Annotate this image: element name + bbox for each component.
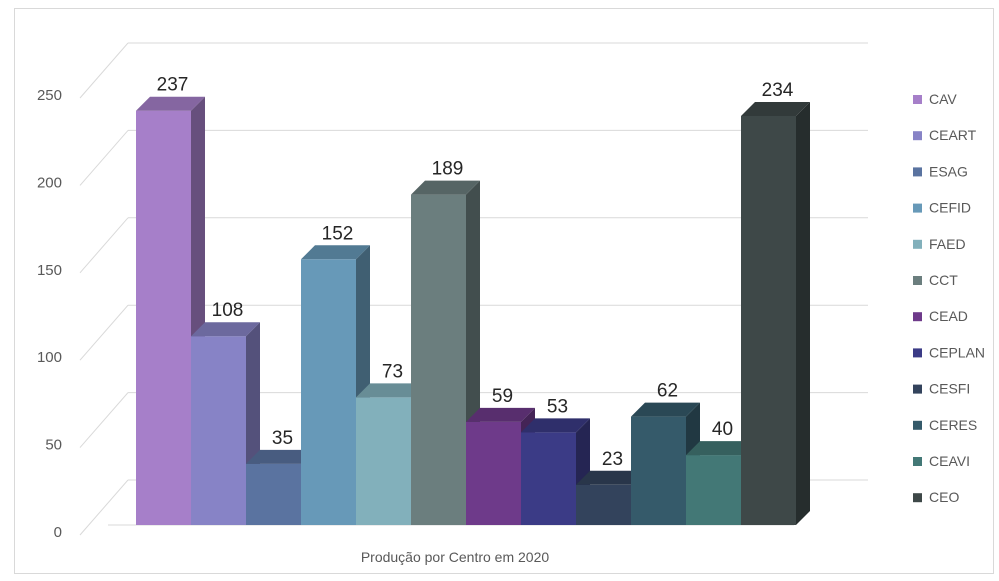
bar-ceo [741, 101, 810, 525]
data-label: 35 [272, 428, 293, 449]
legend-label: CAV [929, 91, 957, 107]
legend-label: ESAG [929, 163, 968, 179]
data-label: 62 [657, 381, 678, 402]
legend-swatch [913, 167, 922, 177]
bar-front [576, 484, 631, 525]
gridline-diagonal [79, 392, 129, 448]
legend-item-cav: CAV [913, 91, 957, 107]
y-axis: 0 50 100 150 200 250 [37, 87, 62, 541]
legend-label: CERES [929, 417, 977, 433]
bar-front [136, 110, 191, 525]
data-label: 73 [382, 361, 403, 382]
bar-front [686, 455, 741, 525]
bar-front [631, 416, 686, 525]
data-label: 237 [157, 75, 189, 96]
bar-top [521, 418, 590, 433]
legend-label: CEAD [929, 308, 968, 324]
y-tick-label: 250 [37, 87, 62, 104]
legend-item-ceo: CEO [913, 489, 959, 505]
legend-label: CCT [929, 272, 958, 288]
bar-front [466, 421, 521, 525]
bar-front [411, 194, 466, 526]
gridline-diagonal [79, 479, 129, 536]
x-axis-label: Produção por Centro em 2020 [361, 549, 550, 565]
bar-front [246, 463, 301, 525]
bar-top [686, 441, 755, 456]
chart-frame [14, 8, 994, 574]
y-tick-label: 0 [54, 524, 62, 541]
data-label: 59 [492, 386, 513, 407]
bar-side [796, 101, 810, 525]
bar-front [521, 432, 576, 525]
legend-item-ceavi: CEAVI [913, 453, 970, 469]
legend-item-ceres: CERES [913, 417, 977, 433]
bar-top [136, 96, 205, 111]
legend-swatch [913, 239, 922, 249]
legend-swatch [913, 493, 922, 503]
legend-item-esag: ESAG [913, 163, 968, 179]
data-label: 108 [212, 300, 244, 321]
y-tick-label: 150 [37, 262, 62, 279]
legend-item-cefid: CEFID [913, 200, 971, 216]
legend-label: FAED [929, 236, 966, 252]
bar-top [301, 245, 370, 260]
bar-front [191, 336, 246, 525]
legend-swatch [913, 131, 922, 141]
legend-swatch [913, 420, 922, 430]
legend-swatch [913, 348, 922, 358]
legend-label: CEAVI [929, 453, 970, 469]
legend-swatch [913, 312, 922, 322]
legend-item-cead: CEAD [913, 308, 968, 324]
data-label: 152 [322, 223, 354, 244]
legend-item-faed: FAED [913, 236, 966, 252]
data-label: 189 [432, 159, 464, 180]
legend-item-cesfi: CESFI [913, 381, 970, 397]
legend-swatch [913, 95, 922, 104]
bar-top [191, 322, 260, 337]
legend-swatch [913, 384, 922, 394]
gridline-diagonal [79, 130, 129, 186]
y-tick-label: 200 [37, 174, 62, 191]
legend-swatch [913, 457, 922, 466]
legend-item-ceplan: CEPLAN [913, 344, 985, 360]
legend-item-cct: CCT [913, 272, 958, 288]
bar-top [356, 383, 425, 398]
legend-label: CEPLAN [929, 344, 985, 360]
bar-top [411, 180, 480, 195]
legend-label: CEART [929, 127, 977, 143]
bar-top [466, 407, 535, 422]
legend-label: CEFID [929, 200, 971, 216]
data-label: 40 [712, 419, 733, 440]
data-label: 23 [602, 449, 623, 470]
bar-front [741, 115, 796, 525]
data-label: 234 [762, 80, 794, 101]
bar-front [301, 259, 356, 525]
data-label: 53 [547, 396, 568, 417]
bar-top [246, 449, 315, 464]
data-labels: 237 108 35 152 73 189 59 53 23 62 40 234 [157, 75, 794, 470]
gridline-diagonal [79, 217, 129, 274]
y-tick-label: 50 [45, 437, 62, 454]
bar-top [741, 101, 810, 116]
legend-item-ceart: CEART [913, 127, 977, 143]
bar-top [576, 470, 645, 485]
gridline-diagonal [79, 42, 129, 99]
legend: CAV CEART ESAG CEFID FAED CCT CEAD CEPLAN CESFI C… [913, 91, 985, 505]
legend-label: CESFI [929, 381, 970, 397]
legend-swatch [913, 276, 922, 285]
bar-front [356, 397, 411, 525]
legend-swatch [913, 203, 922, 213]
bar-top [631, 402, 700, 417]
y-tick-label: 100 [37, 349, 62, 366]
legend-label: CEO [929, 489, 959, 505]
bars [136, 96, 810, 526]
gridline-diagonal [79, 304, 129, 361]
